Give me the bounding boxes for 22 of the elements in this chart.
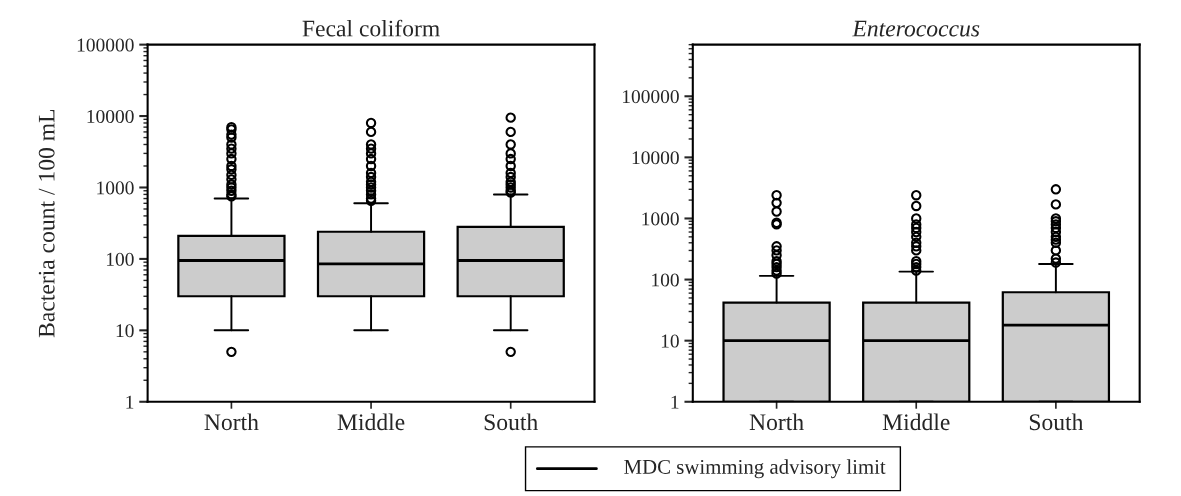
y-tick-label: 100 xyxy=(652,273,679,287)
y-tick-label: 1 xyxy=(126,395,134,409)
y-tick-label: 1 xyxy=(671,395,679,409)
x-tick-label: South xyxy=(484,413,538,431)
y-tick-label: 1000 xyxy=(642,212,679,226)
y-tick-label: 100 xyxy=(106,252,134,266)
text: MDC swimming advisory limit xyxy=(624,459,886,479)
x-tick-label: North xyxy=(204,413,259,431)
y-tick-label: 100000 xyxy=(622,90,679,104)
x-tick-label: North xyxy=(749,413,804,431)
y-tick-label: 10000 xyxy=(632,151,679,165)
chart-title: Fecal coliform xyxy=(302,19,440,37)
x-tick-label: South xyxy=(1029,413,1084,431)
y-tick-label: 10 xyxy=(116,324,134,338)
y-axis-title: Bacteria count / 100 mL xyxy=(38,109,55,338)
y-tick-label: 10000 xyxy=(87,109,134,123)
x-tick-label: Middle xyxy=(882,413,950,431)
x-tick-label: Middle xyxy=(337,413,405,431)
y-tick-label: 10 xyxy=(661,334,679,348)
y-tick-label: 1000 xyxy=(97,181,134,195)
y-tick-label: 100000 xyxy=(77,38,134,52)
chart-title: Enterococcus xyxy=(852,20,980,37)
